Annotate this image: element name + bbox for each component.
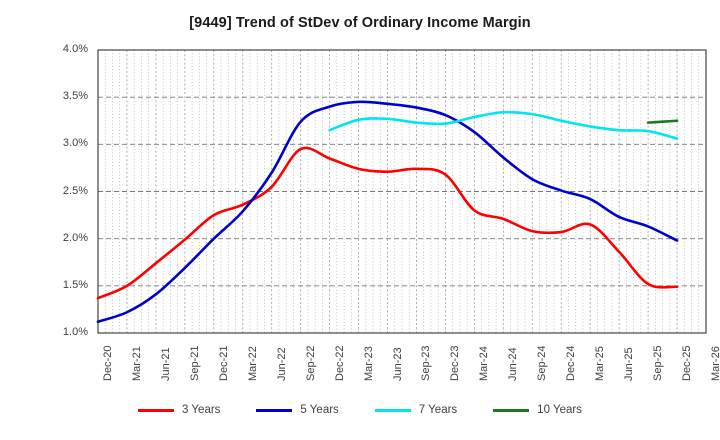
x-tick-label: Jun-21 bbox=[159, 347, 172, 381]
x-tick-label: Mar-21 bbox=[130, 346, 143, 381]
legend-color-swatch bbox=[374, 408, 411, 412]
x-tick-label: Dec-22 bbox=[333, 345, 346, 381]
x-tick-label: Sep-25 bbox=[652, 345, 665, 381]
y-tick-label: 2.5% bbox=[62, 184, 88, 197]
x-tick-label: Mar-26 bbox=[710, 346, 720, 381]
x-tick-label: Mar-25 bbox=[594, 346, 607, 381]
x-tick-label: Jun-22 bbox=[275, 347, 288, 381]
legend-color-swatch bbox=[493, 408, 530, 412]
legend-label: 7 Years bbox=[418, 404, 458, 416]
legend-color-swatch bbox=[138, 408, 175, 412]
x-tick-label: Sep-22 bbox=[304, 345, 317, 381]
x-tick-label: Dec-23 bbox=[449, 345, 462, 381]
x-tick-label: Jun-24 bbox=[507, 347, 520, 381]
legend-label: 5 Years bbox=[300, 404, 339, 416]
legend-label: 3 Years bbox=[182, 404, 221, 416]
x-tick-label: Mar-24 bbox=[478, 346, 491, 381]
x-tick-label: Sep-24 bbox=[536, 345, 549, 381]
y-tick-label: 1.5% bbox=[62, 278, 88, 291]
x-tick-label: Mar-23 bbox=[362, 346, 375, 381]
x-tick-label: Dec-25 bbox=[681, 345, 694, 381]
chart-title: [9449] Trend of StDev of Ordinary Income… bbox=[189, 15, 531, 31]
legend-label: 10 Years bbox=[537, 404, 582, 416]
series-line-7-years bbox=[328, 110, 679, 140]
x-tick-label: Sep-23 bbox=[420, 345, 433, 381]
x-tick-label: Dec-24 bbox=[565, 345, 578, 381]
y-tick-label: 3.0% bbox=[62, 137, 88, 150]
legend-item-3-years[interactable]: 3 Years bbox=[138, 404, 220, 416]
x-tick-label: Jun-25 bbox=[623, 347, 636, 381]
y-tick-label: 2.0% bbox=[62, 231, 88, 244]
plot-frame bbox=[97, 49, 707, 334]
y-tick-label: 4.0% bbox=[62, 43, 88, 55]
x-tick-label: Dec-20 bbox=[102, 345, 114, 381]
x-tick-label: Mar-22 bbox=[246, 346, 259, 381]
y-tick-label: 1.0% bbox=[62, 326, 88, 338]
x-tick-label: Dec-21 bbox=[217, 345, 230, 381]
legend-color-swatch bbox=[256, 408, 293, 412]
legend-item-7-years[interactable]: 7 Years bbox=[374, 404, 458, 416]
x-tick-label: Sep-21 bbox=[188, 345, 201, 381]
series-line-5-years bbox=[96, 100, 679, 323]
series-lines bbox=[96, 100, 679, 323]
legend-item-5-years[interactable]: 5 Years bbox=[256, 404, 339, 416]
chart-legend: 3 Years 5 Years 7 Years 10 Years bbox=[0, 404, 720, 416]
series-line-10-years bbox=[646, 119, 679, 124]
series-line-3-years bbox=[96, 146, 679, 300]
y-tick-label: 3.5% bbox=[62, 90, 88, 103]
horizontal-gridlines bbox=[98, 96, 706, 287]
legend-item-10-years[interactable]: 10 Years bbox=[493, 404, 582, 416]
x-tick-label: Jun-23 bbox=[391, 347, 404, 381]
